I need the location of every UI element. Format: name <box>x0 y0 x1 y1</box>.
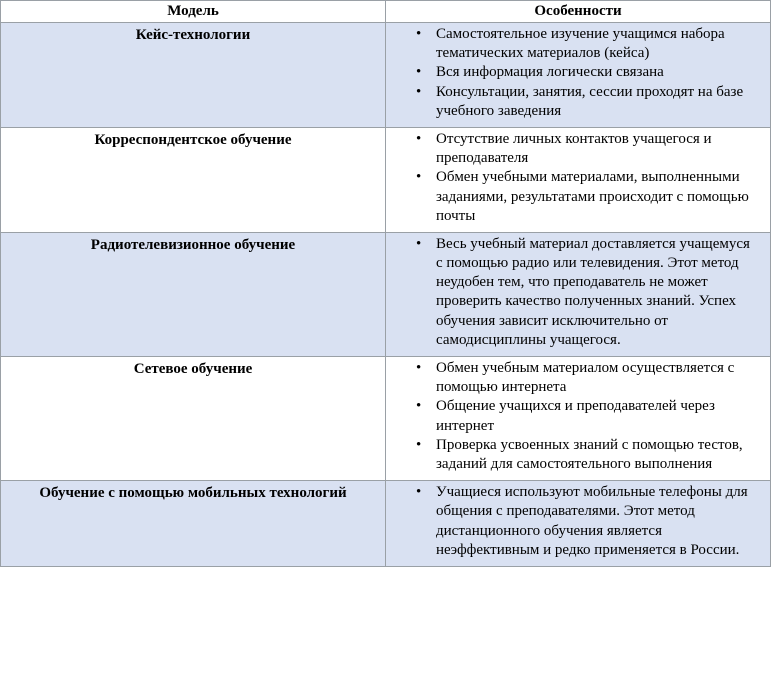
features-list: Самостоятельное изучение учащимся набора… <box>392 25 760 121</box>
model-cell: Сетевое обучение <box>1 357 386 481</box>
feature-item: Консультации, занятия, сессии проходят н… <box>436 83 760 121</box>
features-list: Отсутствие личных контактов учащегося и … <box>392 130 760 226</box>
table-header-row: Модель Особенности <box>1 1 771 23</box>
feature-item: Отсутствие личных контактов учащегося и … <box>436 130 760 168</box>
features-list: Учащиеся используют мобильные телефоны д… <box>392 483 760 560</box>
models-table: Модель Особенности Кейс-технологии Самос… <box>0 0 771 567</box>
features-cell: Весь учебный материал доставляется учаще… <box>386 232 771 356</box>
table-row: Сетевое обучение Обмен учебным материало… <box>1 357 771 481</box>
table-row: Обучение с помощью мобильных технологий … <box>1 481 771 567</box>
features-cell: Учащиеся используют мобильные телефоны д… <box>386 481 771 567</box>
table-row: Корреспондентское обучение Отсутствие ли… <box>1 127 771 232</box>
table-row: Радиотелевизионное обучение Весь учебный… <box>1 232 771 356</box>
features-cell: Обмен учебным материалом осуществляется … <box>386 357 771 481</box>
column-header-model: Модель <box>1 1 386 23</box>
model-cell: Обучение с помощью мобильных технологий <box>1 481 386 567</box>
model-cell: Радиотелевизионное обучение <box>1 232 386 356</box>
feature-item: Общение учащихся и преподавателей через … <box>436 397 760 435</box>
feature-item: Весь учебный материал доставляется учаще… <box>436 235 760 350</box>
features-list: Весь учебный материал доставляется учаще… <box>392 235 760 350</box>
features-cell: Отсутствие личных контактов учащегося и … <box>386 127 771 232</box>
features-list: Обмен учебным материалом осуществляется … <box>392 359 760 474</box>
feature-item: Обмен учебным материалом осуществляется … <box>436 359 760 397</box>
table-row: Кейс-технологии Самостоятельное изучение… <box>1 23 771 128</box>
models-table-container: Модель Особенности Кейс-технологии Самос… <box>0 0 771 567</box>
column-header-features: Особенности <box>386 1 771 23</box>
model-cell: Корреспондентское обучение <box>1 127 386 232</box>
feature-item: Самостоятельное изучение учащимся набора… <box>436 25 760 63</box>
feature-item: Обмен учебными материалами, выполненными… <box>436 168 760 226</box>
feature-item: Проверка усвоенных знаний с помощью тест… <box>436 436 760 474</box>
features-cell: Самостоятельное изучение учащимся набора… <box>386 23 771 128</box>
feature-item: Учащиеся используют мобильные телефоны д… <box>436 483 760 560</box>
feature-item: Вся информация логически связана <box>436 63 760 82</box>
model-cell: Кейс-технологии <box>1 23 386 128</box>
